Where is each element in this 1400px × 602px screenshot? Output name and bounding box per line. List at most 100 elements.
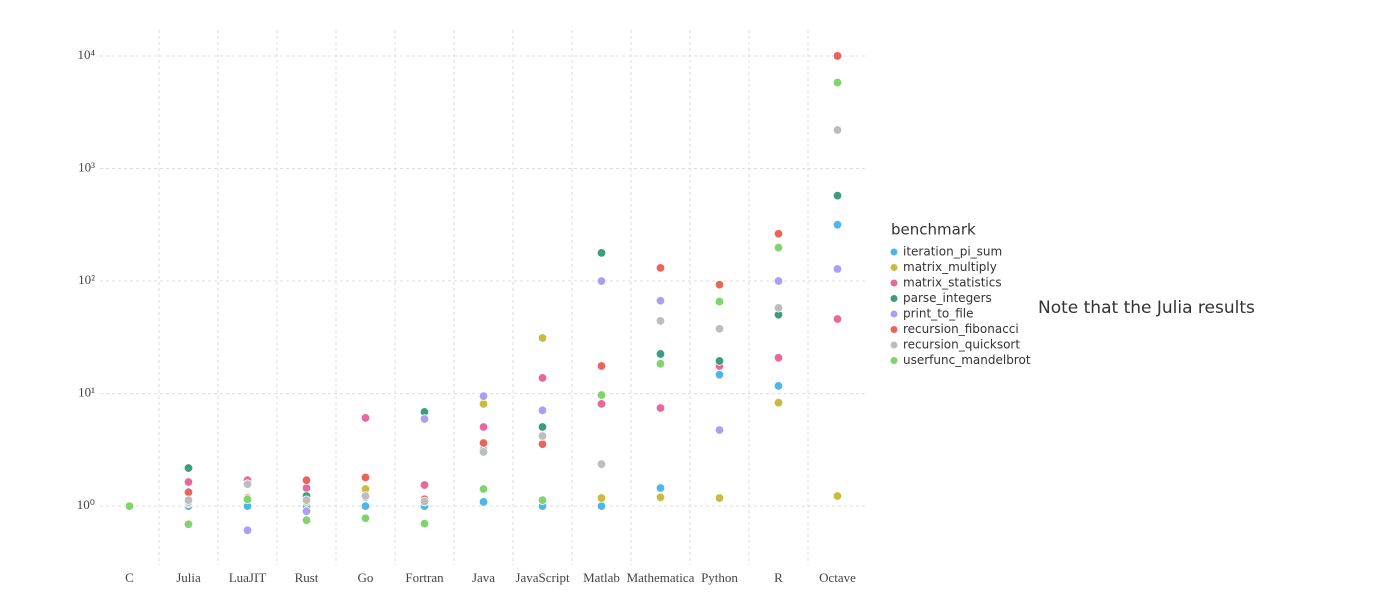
dot — [242, 494, 253, 505]
legend-swatch — [890, 264, 898, 271]
dot — [714, 296, 725, 307]
dot — [596, 361, 607, 371]
dot — [478, 391, 489, 401]
legend-title: benchmark — [891, 221, 976, 239]
dot — [537, 422, 548, 432]
legend-label: matrix_multiply — [903, 260, 997, 274]
x-tick-label: Java — [472, 570, 495, 585]
dot — [537, 439, 548, 449]
note: Note that the Julia results — [1038, 298, 1255, 318]
legend-label: userfunc_mandelbrot — [903, 353, 1031, 367]
dot — [655, 483, 666, 493]
dot — [596, 248, 607, 258]
dot — [773, 303, 784, 313]
dot — [773, 276, 784, 286]
dot — [832, 491, 843, 501]
legend-swatch — [890, 248, 898, 256]
dot — [832, 77, 843, 88]
legend-swatch — [890, 341, 898, 349]
legend-label: recursion_quicksort — [903, 338, 1020, 352]
dot — [773, 229, 784, 239]
legend-label: recursion_fibonacci — [903, 322, 1019, 336]
x-tick-label: Matlab — [583, 570, 620, 585]
x-tick-label: Rust — [295, 570, 319, 585]
dot — [655, 349, 666, 359]
dot — [596, 501, 607, 511]
dot — [360, 491, 371, 501]
dot — [655, 263, 666, 273]
legend-swatch — [890, 326, 898, 333]
dot — [596, 399, 607, 409]
dot — [183, 463, 194, 473]
legend-swatch — [890, 295, 898, 302]
dot — [596, 493, 607, 503]
dot — [301, 483, 312, 493]
y-tick-label: 10⁰ — [77, 497, 95, 512]
dot — [655, 359, 666, 369]
dot — [301, 515, 312, 525]
dot — [478, 438, 489, 448]
dot — [478, 399, 489, 409]
dot — [714, 279, 725, 290]
dot — [714, 370, 725, 380]
dot — [242, 479, 253, 489]
dot — [124, 501, 135, 511]
dot — [773, 353, 784, 363]
y-tick-label: 10⁴ — [77, 47, 95, 62]
x-tick-label: R — [774, 570, 783, 585]
dot — [596, 390, 607, 400]
dot — [537, 495, 548, 505]
dot — [537, 333, 548, 343]
dot — [714, 356, 725, 366]
legend-label: iteration_pi_sum — [903, 245, 1002, 259]
dot — [183, 495, 194, 505]
dot — [655, 403, 666, 413]
y-tick-label: 10² — [78, 272, 95, 287]
dot — [832, 264, 843, 274]
dot — [596, 276, 607, 286]
dot — [419, 414, 430, 424]
dot — [301, 495, 312, 505]
dot — [419, 496, 430, 507]
x-tick-label: Mathematica — [627, 570, 695, 585]
dot — [832, 125, 843, 135]
x-tick-label: Fortran — [405, 570, 444, 585]
dot — [773, 242, 784, 253]
x-tick-label: Octave — [819, 570, 856, 585]
dot — [655, 316, 666, 326]
legend-label: print_to_file — [903, 307, 974, 321]
x-tick-label: LuaJIT — [229, 570, 267, 585]
dot — [832, 51, 843, 61]
y-tick-label: 10³ — [78, 159, 95, 174]
x-tick-label: C — [125, 570, 134, 585]
dot — [478, 484, 489, 494]
dot — [242, 525, 253, 536]
dot — [183, 487, 194, 497]
dot — [655, 492, 666, 502]
dot — [360, 513, 371, 523]
dot — [478, 422, 489, 432]
dot — [478, 447, 489, 457]
dot — [537, 431, 548, 441]
dot — [655, 296, 666, 306]
dot — [773, 398, 784, 408]
legend-label: parse_integers — [903, 291, 992, 305]
x-tick-label: Julia — [176, 570, 201, 585]
dot — [419, 518, 430, 529]
dot — [537, 373, 548, 383]
dot — [360, 472, 371, 483]
dot — [360, 413, 371, 423]
dot — [419, 480, 430, 490]
legend-swatch — [890, 357, 898, 364]
dot — [714, 324, 725, 334]
x-tick-label: Go — [358, 570, 374, 585]
dot — [714, 425, 725, 435]
legend-label: matrix_statistics — [903, 276, 1002, 290]
dot — [596, 459, 607, 469]
dot — [832, 314, 843, 324]
dot — [832, 190, 843, 201]
dot — [360, 501, 371, 511]
dot — [832, 220, 843, 230]
dot — [537, 405, 548, 416]
